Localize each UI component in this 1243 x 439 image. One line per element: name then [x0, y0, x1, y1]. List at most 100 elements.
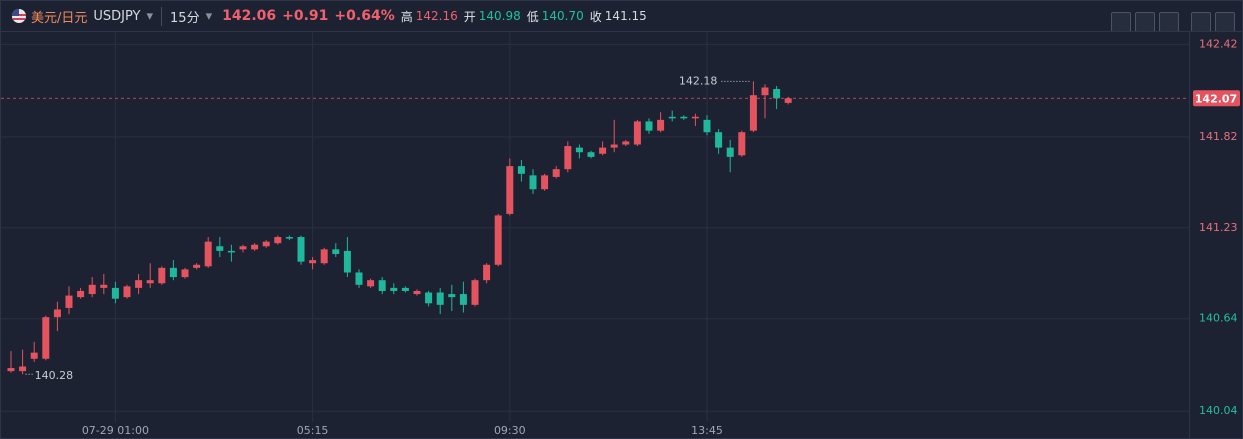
candle-body	[343, 250, 351, 273]
candle-body	[564, 146, 572, 170]
candle-body	[274, 237, 282, 244]
candle-body	[506, 166, 514, 214]
max-annotation: 142.18	[679, 74, 718, 87]
candle-body	[53, 309, 61, 318]
candle-body	[123, 286, 131, 298]
candle-body	[587, 152, 595, 157]
candle-body	[738, 132, 746, 156]
min-annotation: 140.28	[35, 369, 74, 382]
candle-body	[633, 121, 641, 145]
candle-body	[216, 246, 224, 251]
high-label: 高	[400, 9, 413, 24]
candle-body	[100, 284, 108, 288]
y-tick-label: 141.23	[1199, 221, 1238, 234]
candle-body	[703, 119, 711, 133]
candle-body	[297, 237, 305, 262]
close-value: 141.15	[604, 9, 647, 23]
candle-body	[645, 121, 653, 131]
candle-body	[401, 287, 409, 291]
candle-body	[459, 294, 467, 305]
low-label: 低	[526, 9, 539, 24]
tool-button[interactable]	[1159, 12, 1179, 32]
candle-body	[575, 147, 583, 153]
candle-body	[529, 175, 537, 190]
candle-body	[239, 246, 247, 250]
header: 美元/日元 USDJPY ▾ 15分 ▾ 142.06 +0.91 +0.64%…	[1, 1, 1242, 31]
candle-body	[227, 250, 235, 253]
price: 142.06	[222, 8, 277, 24]
candle-body	[158, 267, 166, 284]
y-tick-label: 141.82	[1199, 130, 1238, 143]
candle-body	[726, 147, 734, 157]
last-price-box	[1193, 90, 1240, 107]
candle-body	[448, 294, 456, 298]
candle-body	[749, 95, 757, 131]
flag-icon	[12, 9, 26, 23]
symbol[interactable]: USDJPY	[93, 8, 141, 24]
candle-body	[285, 237, 293, 239]
dropdown[interactable]: ▾	[146, 8, 154, 24]
candle-body	[436, 292, 444, 305]
candle-body	[135, 280, 143, 288]
dropdown[interactable]: ▾	[205, 8, 213, 24]
candle-body	[425, 292, 433, 304]
candle-body	[773, 89, 781, 99]
candle-body	[181, 269, 189, 278]
expand-button[interactable]	[1191, 12, 1211, 32]
tool-button[interactable]	[1135, 12, 1155, 32]
candle-body	[784, 98, 792, 103]
close-button[interactable]	[1215, 12, 1235, 32]
change: +0.91	[282, 8, 329, 24]
candle-body	[193, 264, 201, 268]
candle-body	[42, 317, 50, 359]
candle-body	[599, 147, 607, 154]
candle-body	[30, 352, 38, 359]
y-tick-label: 142.42	[1199, 37, 1238, 50]
candle-body	[541, 175, 549, 190]
candle-body	[169, 267, 177, 278]
low-value: 140.70	[541, 9, 584, 23]
candle-body	[146, 280, 154, 284]
x-tick-label: 05:15	[297, 424, 329, 437]
y-tick-label: 140.04	[1199, 404, 1238, 417]
candle-body	[332, 249, 340, 254]
candle-body	[517, 166, 525, 174]
candle-body	[309, 260, 317, 264]
x-tick-label: 13:45	[691, 424, 723, 437]
open-value: 140.98	[478, 9, 521, 23]
candle-body	[680, 116, 688, 119]
tool-button[interactable]	[1111, 12, 1131, 32]
x-tick-label: 07-29 01:00	[82, 424, 149, 437]
candle-body	[691, 116, 699, 119]
candle-body	[320, 249, 328, 264]
candle-body	[483, 264, 491, 281]
candle-body	[111, 287, 119, 299]
candle-body	[552, 169, 560, 177]
candle-body	[204, 241, 212, 267]
candle-body	[390, 287, 398, 291]
candle-body	[494, 215, 502, 265]
candle-body	[622, 141, 630, 145]
interval[interactable]: 15分	[161, 6, 200, 26]
y-tick-label: 140.64	[1199, 312, 1238, 325]
candle-body	[761, 87, 769, 96]
candle-body	[367, 280, 375, 287]
candle-body	[251, 244, 259, 250]
candle-body	[668, 116, 676, 119]
candle-body	[471, 280, 479, 305]
pair-name: 美元/日元	[31, 10, 88, 26]
candle-body	[413, 290, 421, 295]
x-tick-label: 09:30	[494, 424, 526, 437]
candle-body	[610, 144, 618, 148]
candle-body	[65, 295, 73, 308]
candle-body	[88, 284, 96, 295]
close-label: 收	[589, 9, 602, 24]
last-price-label: 142.07	[1195, 92, 1237, 105]
candle-body	[378, 280, 386, 291]
change-pct: +0.64%	[334, 8, 395, 24]
candle-body	[77, 290, 85, 298]
candle-body	[715, 132, 723, 148]
candle-body	[657, 119, 665, 131]
